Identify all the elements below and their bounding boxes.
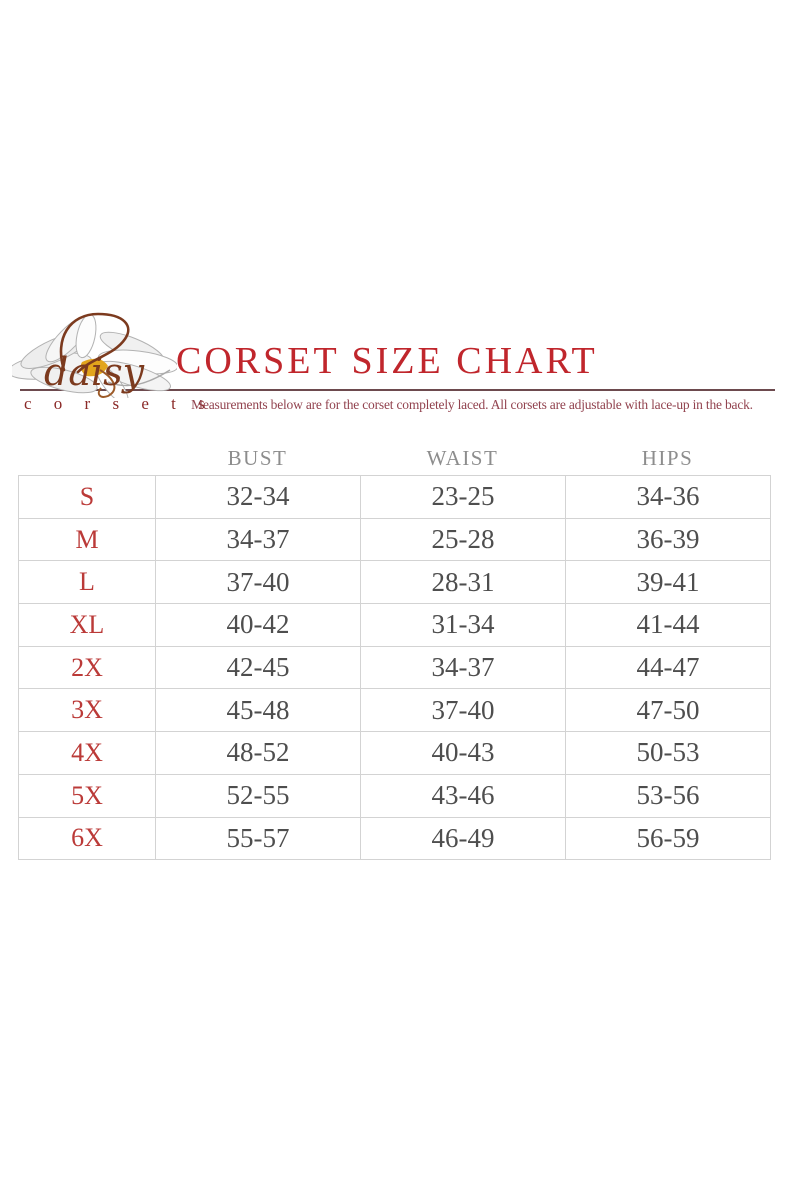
hips-cell: 47-50 [566, 689, 771, 733]
bust-cell: 42-45 [156, 646, 361, 690]
logo-script-text: daisy [44, 350, 145, 394]
bust-cell: 52-55 [156, 774, 361, 818]
header-waist: WAIST [426, 445, 499, 470]
bust-cell: 40-42 [156, 604, 361, 647]
bust-cell: 34-37 [156, 518, 361, 562]
table-row: L 37-40 28-31 39-41 [19, 561, 771, 605]
table-row: S 32-34 23-25 34-36 [19, 476, 771, 519]
size-cell: M [19, 518, 156, 562]
waist-cell: 37-40 [361, 689, 566, 733]
waist-cell: 31-34 [361, 604, 566, 647]
logo-corsets-text: c o r s e t s [24, 394, 214, 413]
hips-cell: 36-39 [566, 518, 771, 562]
header-bust: BUST [227, 445, 288, 470]
size-cell: XL [19, 604, 156, 647]
hips-cell: 39-41 [566, 561, 771, 605]
page-subtitle: Measurements below are for the corset co… [191, 397, 753, 412]
waist-cell: 43-46 [361, 774, 566, 818]
waist-cell: 25-28 [361, 518, 566, 562]
size-cell: 5X [19, 774, 156, 818]
hips-cell: 50-53 [566, 732, 771, 775]
table-row: 4X 48-52 40-43 50-53 [19, 732, 771, 775]
waist-cell: 28-31 [361, 561, 566, 605]
table-row: 2X 42-45 34-37 44-47 [19, 646, 771, 690]
size-chart-table: BUST WAIST HIPS S 32-34 23-25 34-36 M 34… [18, 441, 772, 861]
daisy-corsets-logo-icon: daisy [12, 312, 177, 398]
bust-cell: 55-57 [156, 817, 361, 861]
hips-cell: 53-56 [566, 774, 771, 818]
table-body: S 32-34 23-25 34-36 M 34-37 25-28 36-39 … [18, 475, 771, 861]
hips-cell: 34-36 [566, 476, 771, 519]
header-hips: HIPS [641, 445, 694, 470]
table-row: 3X 45-48 37-40 47-50 [19, 689, 771, 733]
hips-cell: 56-59 [566, 817, 771, 861]
hips-cell: 44-47 [566, 646, 771, 690]
hips-cell: 41-44 [566, 604, 771, 647]
waist-cell: 23-25 [361, 476, 566, 519]
bust-cell: 37-40 [156, 561, 361, 605]
page-title: CORSET SIZE CHART [176, 340, 598, 382]
waist-cell: 46-49 [361, 817, 566, 861]
header-divider-line [20, 389, 775, 391]
size-cell: S [19, 476, 156, 519]
table-row: 5X 52-55 43-46 53-56 [19, 774, 771, 818]
bust-cell: 45-48 [156, 689, 361, 733]
size-cell: 3X [19, 689, 156, 733]
size-cell: 2X [19, 646, 156, 690]
waist-cell: 34-37 [361, 646, 566, 690]
size-cell: 6X [19, 817, 156, 861]
table-row: M 34-37 25-28 36-39 [19, 518, 771, 562]
size-cell: 4X [19, 732, 156, 775]
table-row: XL 40-42 31-34 41-44 [19, 604, 771, 647]
bust-cell: 32-34 [156, 476, 361, 519]
table-row: 6X 55-57 46-49 56-59 [19, 817, 771, 861]
size-cell: L [19, 561, 156, 605]
bust-cell: 48-52 [156, 732, 361, 775]
waist-cell: 40-43 [361, 732, 566, 775]
table-header-row: BUST WAIST HIPS [18, 441, 772, 475]
